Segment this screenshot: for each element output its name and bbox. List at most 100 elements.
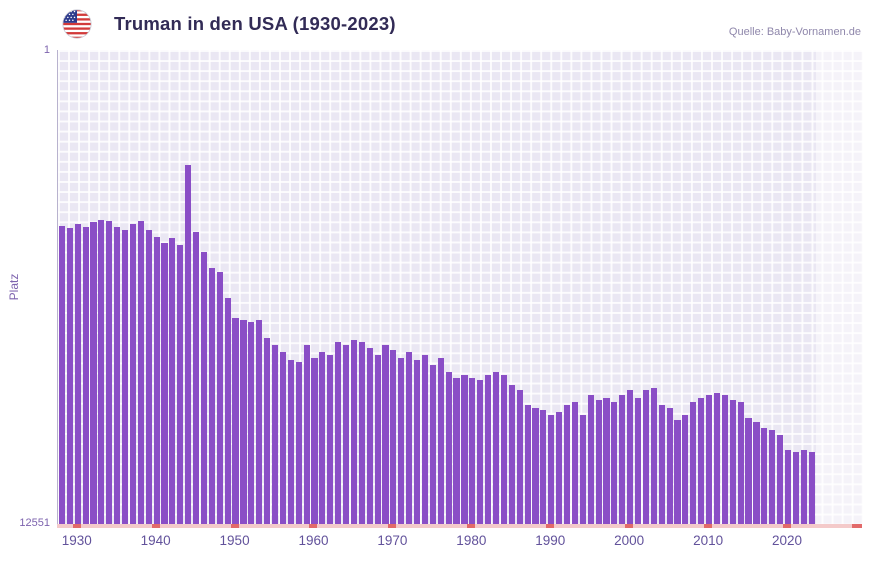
- bar-1976[interactable]: [437, 358, 444, 524]
- bar-1998[interactable]: [611, 401, 618, 524]
- bar-1930[interactable]: [74, 223, 81, 524]
- bar-2023[interactable]: [808, 452, 815, 524]
- bar-1973[interactable]: [414, 360, 421, 524]
- bar-1952[interactable]: [248, 321, 255, 524]
- bar-2000[interactable]: [627, 389, 634, 524]
- bar-1968[interactable]: [374, 355, 381, 524]
- bar-1943[interactable]: [177, 244, 184, 524]
- bar-1967[interactable]: [366, 347, 373, 524]
- bar-1985[interactable]: [508, 384, 515, 524]
- x-tick-2020: [783, 524, 792, 528]
- bar-2013[interactable]: [729, 400, 736, 524]
- bar-1981[interactable]: [477, 380, 484, 524]
- bar-2001[interactable]: [634, 397, 642, 524]
- bar-2022[interactable]: [800, 450, 807, 524]
- bar-1965[interactable]: [350, 340, 358, 524]
- bar-1969[interactable]: [382, 344, 389, 524]
- bar-1961[interactable]: [319, 352, 326, 524]
- bar-1953[interactable]: [256, 320, 263, 524]
- bar-1984[interactable]: [500, 375, 507, 524]
- bar-2006[interactable]: [674, 420, 681, 524]
- bar-1938[interactable]: [137, 221, 144, 524]
- bar-1940[interactable]: [153, 236, 160, 524]
- bar-1948[interactable]: [216, 272, 223, 524]
- bar-1946[interactable]: [200, 252, 208, 524]
- bar-1962[interactable]: [327, 355, 334, 524]
- bar-1974[interactable]: [421, 355, 429, 524]
- bar-1989[interactable]: [540, 409, 547, 524]
- bar-1975[interactable]: [429, 364, 436, 524]
- bar-1992[interactable]: [563, 405, 571, 524]
- bar-2009[interactable]: [698, 397, 705, 524]
- bar-1993[interactable]: [571, 401, 578, 524]
- bar-2015[interactable]: [745, 417, 752, 524]
- bar-1944[interactable]: [185, 165, 192, 524]
- bar-1983[interactable]: [492, 372, 500, 524]
- bar-1947[interactable]: [208, 267, 215, 524]
- bar-2003[interactable]: [650, 388, 657, 524]
- bar-2016[interactable]: [753, 422, 760, 524]
- bar-2012[interactable]: [721, 395, 728, 524]
- bar-1956[interactable]: [279, 352, 286, 524]
- bar-1991[interactable]: [556, 411, 563, 524]
- plot-area: [57, 50, 863, 524]
- bar-1970[interactable]: [390, 349, 397, 524]
- bar-1932[interactable]: [90, 222, 97, 524]
- bar-2007[interactable]: [682, 414, 689, 524]
- bar-1951[interactable]: [240, 320, 247, 524]
- bar-1936[interactable]: [122, 229, 129, 524]
- bar-1963[interactable]: [335, 341, 342, 524]
- bar-1939[interactable]: [145, 229, 152, 524]
- bar-1933[interactable]: [98, 219, 105, 524]
- bar-1937[interactable]: [129, 223, 137, 524]
- bar-1971[interactable]: [398, 358, 405, 524]
- bar-1995[interactable]: [587, 395, 594, 524]
- bar-1978[interactable]: [453, 377, 460, 524]
- bar-1960[interactable]: [311, 358, 318, 524]
- bar-2002[interactable]: [642, 389, 650, 524]
- x-tick-1990: [546, 524, 555, 528]
- bar-2019[interactable]: [777, 434, 784, 524]
- bar-1958[interactable]: [295, 361, 302, 524]
- bar-1966[interactable]: [358, 341, 365, 524]
- bar-1982[interactable]: [485, 375, 492, 524]
- bar-1994[interactable]: [579, 414, 586, 524]
- bar-1997[interactable]: [603, 397, 610, 524]
- bar-1945[interactable]: [193, 232, 200, 524]
- bar-1996[interactable]: [595, 400, 602, 524]
- bar-1954[interactable]: [264, 338, 271, 524]
- bar-1949[interactable]: [224, 298, 231, 524]
- bar-1928[interactable]: [58, 225, 65, 524]
- x-axis-labels: 1930 1940 1950 1960 1970 1980 1990 2000 2010 2020: [57, 533, 862, 553]
- bar-1955[interactable]: [271, 344, 279, 524]
- bar-2014[interactable]: [737, 401, 744, 524]
- bar-2017[interactable]: [761, 428, 768, 524]
- bar-1935[interactable]: [114, 227, 121, 524]
- bar-1999[interactable]: [619, 395, 626, 524]
- bar-1986[interactable]: [516, 389, 523, 524]
- bar-1972[interactable]: [406, 352, 413, 524]
- bar-1934[interactable]: [106, 220, 113, 524]
- bar-2010[interactable]: [706, 395, 713, 524]
- bar-1979[interactable]: [461, 375, 468, 524]
- bar-2021[interactable]: [792, 451, 799, 524]
- bar-2018[interactable]: [769, 429, 776, 524]
- bar-1959[interactable]: [303, 344, 310, 524]
- bar-1957[interactable]: [287, 360, 294, 524]
- bar-1942[interactable]: [169, 238, 176, 524]
- bar-1950[interactable]: [232, 318, 239, 524]
- bar-1987[interactable]: [524, 405, 531, 524]
- bar-2011[interactable]: [713, 392, 721, 524]
- bar-1941[interactable]: [161, 242, 168, 524]
- bar-2020[interactable]: [784, 449, 792, 524]
- bar-1964[interactable]: [342, 344, 350, 524]
- bar-1980[interactable]: [469, 377, 476, 524]
- bar-1929[interactable]: [66, 228, 73, 524]
- bar-2005[interactable]: [666, 408, 673, 524]
- bar-1931[interactable]: [82, 227, 89, 524]
- bar-1990[interactable]: [548, 414, 555, 524]
- bar-2004[interactable]: [658, 405, 665, 524]
- bar-1977[interactable]: [445, 372, 452, 524]
- bar-2008[interactable]: [690, 401, 697, 524]
- bar-1988[interactable]: [532, 408, 539, 524]
